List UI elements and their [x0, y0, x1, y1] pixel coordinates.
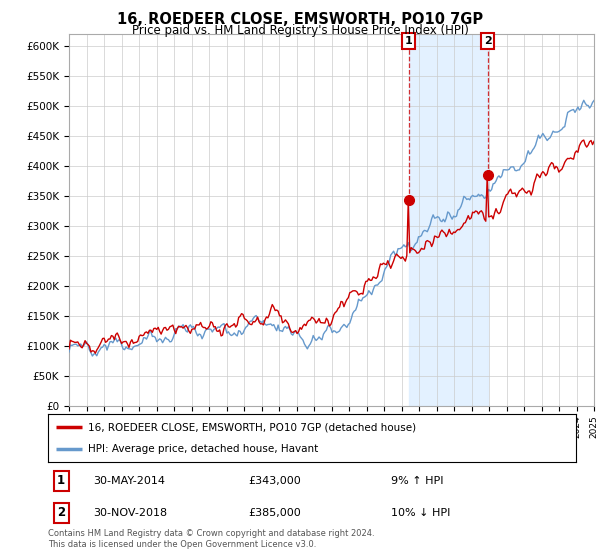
Text: 2: 2 [57, 506, 65, 519]
Text: £385,000: £385,000 [248, 508, 301, 518]
Text: 30-NOV-2018: 30-NOV-2018 [93, 508, 167, 518]
Text: 9% ↑ HPI: 9% ↑ HPI [391, 476, 444, 486]
Text: 16, ROEDEER CLOSE, EMSWORTH, PO10 7GP (detached house): 16, ROEDEER CLOSE, EMSWORTH, PO10 7GP (d… [88, 422, 416, 432]
Bar [409, 34, 488, 406]
Text: 10% ↓ HPI: 10% ↓ HPI [391, 508, 451, 518]
Text: 30-MAY-2014: 30-MAY-2014 [93, 476, 165, 486]
Text: £343,000: £343,000 [248, 476, 301, 486]
Text: 1: 1 [57, 474, 65, 487]
Text: HPI: Average price, detached house, Havant: HPI: Average price, detached house, Hava… [88, 444, 318, 454]
Text: 2: 2 [484, 36, 491, 46]
Text: Contains HM Land Registry data © Crown copyright and database right 2024.
This d: Contains HM Land Registry data © Crown c… [48, 529, 374, 549]
Text: 16, ROEDEER CLOSE, EMSWORTH, PO10 7GP: 16, ROEDEER CLOSE, EMSWORTH, PO10 7GP [117, 12, 483, 27]
Text: 1: 1 [405, 36, 413, 46]
Text: Price paid vs. HM Land Registry's House Price Index (HPI): Price paid vs. HM Land Registry's House … [131, 24, 469, 36]
